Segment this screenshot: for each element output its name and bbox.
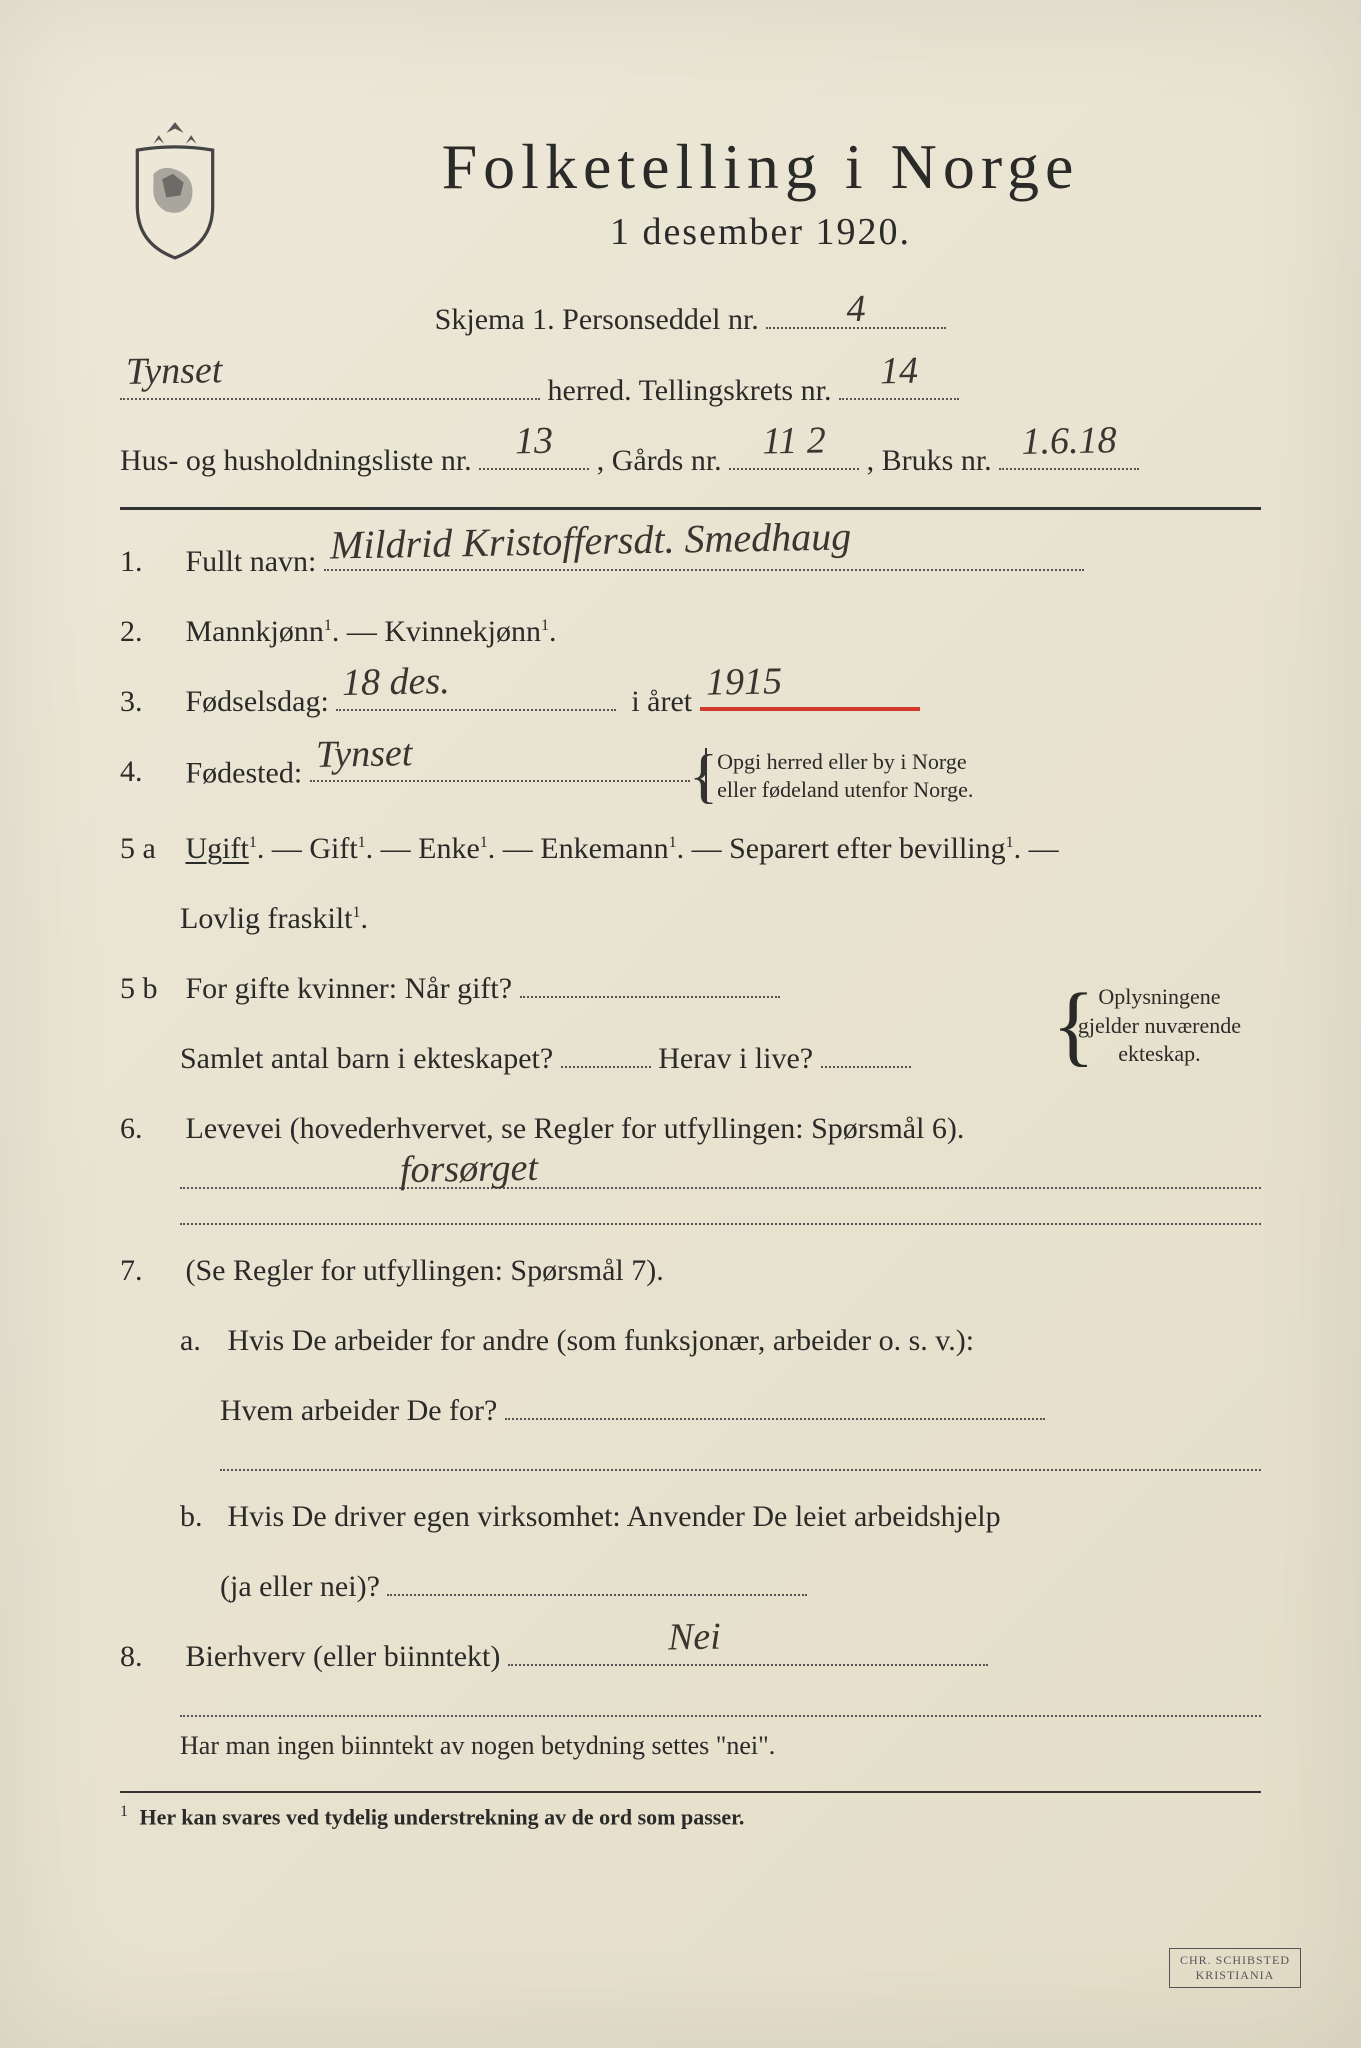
q3-line: 3. Fødselsdag: 18 des. i året 1915 xyxy=(120,678,1261,726)
q7a-fill xyxy=(220,1469,1261,1471)
q6-num: 6. xyxy=(120,1105,178,1153)
q3-day: 18 des. xyxy=(342,651,451,714)
q7a-line1: a. Hvis De arbeider for andre (som funks… xyxy=(120,1317,1261,1365)
red-underline xyxy=(700,707,920,711)
q5a-ugift: Ugift xyxy=(186,832,249,865)
header: Folketelling i Norge 1 desember 1920. xyxy=(120,120,1261,278)
hus-label: Hus- og husholdningsliste nr. xyxy=(120,444,472,477)
q5a-enke: Enke xyxy=(418,832,480,865)
q5b-label3: Herav i live? xyxy=(658,1042,813,1075)
q4-num: 4. xyxy=(120,748,178,796)
q4-value: Tynset xyxy=(315,723,412,785)
q2-line: 2. Mannkjønn1. — Kvinnekjønn1. xyxy=(120,608,1261,656)
q7b-line1: b. Hvis De driver egen virksomhet: Anven… xyxy=(120,1493,1261,1541)
q5a-num: 5 a xyxy=(120,825,178,873)
coat-of-arms-icon xyxy=(120,120,230,260)
q3-num: 3. xyxy=(120,678,178,726)
skjema-label: Skjema 1. Personseddel nr. xyxy=(435,303,759,336)
q5a-separert: Separert efter bevilling xyxy=(729,832,1006,865)
q5a-line2: Lovlig fraskilt1. xyxy=(120,895,1261,943)
gards-nr: 11 2 xyxy=(762,411,827,473)
q7b-text1: Hvis De driver egen virksomhet: Anvender… xyxy=(228,1500,1001,1533)
q7b-line2: (ja eller nei)? xyxy=(120,1563,1261,1611)
q7a-letter: a. xyxy=(180,1317,220,1365)
census-form-page: Folketelling i Norge 1 desember 1920. Sk… xyxy=(0,0,1361,2048)
subtitle: 1 desember 1920. xyxy=(260,210,1261,254)
herred-label: herred. Tellingskrets nr. xyxy=(548,374,832,407)
q5a-gift: Gift xyxy=(309,832,357,865)
title-block: Folketelling i Norge 1 desember 1920. xyxy=(260,120,1261,278)
personseddel-nr-value: 4 xyxy=(846,287,866,331)
q5a-line: 5 a Ugift1. — Gift1. — Enke1. — Enkemann… xyxy=(120,825,1261,873)
q7-num: 7. xyxy=(120,1247,178,1295)
q2-mann: Mannkjønn xyxy=(186,615,324,648)
q8-line: 8. Bierhverv (eller biinntekt) Nei xyxy=(120,1633,1261,1681)
q4-label: Fødested: xyxy=(186,756,303,789)
q2-kvinne: Kvinnekjønn xyxy=(384,615,541,648)
q4-line: 4. Fødested: Tynset Opgi herred eller by… xyxy=(120,748,1261,803)
help-text: Har man ingen biinntekt av nogen betydni… xyxy=(180,1731,1261,1761)
q3-label: Fødselsdag: xyxy=(186,685,329,718)
printer-stamp: CHR. SCHIBSTED KRISTIANIA xyxy=(1169,1948,1301,1988)
footnote-rule xyxy=(120,1791,1261,1793)
q6-value: forsørget xyxy=(400,1146,539,1192)
q8-num: 8. xyxy=(120,1633,178,1681)
hus-line: Hus- og husholdningsliste nr. 13 , Gårds… xyxy=(120,437,1261,485)
q3-year-label: i året xyxy=(631,685,692,718)
q7b-text2: (ja eller nei)? xyxy=(220,1570,380,1603)
q7a-text2: Hvem arbeider De for? xyxy=(220,1394,497,1427)
bruks-nr: 1.6.18 xyxy=(1021,410,1117,472)
q8-label: Bierhverv (eller biinntekt) xyxy=(186,1640,501,1673)
q1-value: Mildrid Kristoffersdt. Smedhaug xyxy=(329,504,851,577)
q6-line: 6. Levevei (hovederhvervet, se Regler fo… xyxy=(120,1105,1261,1153)
footnote-text: Her kan svares ved tydelig understreknin… xyxy=(140,1804,745,1829)
q7a-text1: Hvis De arbeider for andre (som funksjon… xyxy=(228,1324,975,1357)
footnote: 1 Her kan svares ved tydelig understrekn… xyxy=(120,1803,1261,1830)
q5a-fraskilt: Lovlig fraskilt xyxy=(180,902,352,935)
gards-label: , Gårds nr. xyxy=(597,444,722,477)
q8-value: Nei xyxy=(667,1607,721,1669)
q2-num: 2. xyxy=(120,608,178,656)
q7-label: (Se Regler for utfyllingen: Spørsmål 7). xyxy=(186,1254,664,1287)
q6-label: Levevei (hovederhvervet, se Regler for u… xyxy=(186,1112,965,1145)
q1-line: 1. Fullt navn: Mildrid Kristoffersdt. Sm… xyxy=(120,538,1261,586)
q7a-line2: Hvem arbeider De for? xyxy=(120,1387,1261,1435)
q3-year: 1915 xyxy=(705,652,782,714)
q5b-label1: For gifte kvinner: Når gift? xyxy=(186,972,513,1005)
q7-line: 7. (Se Regler for utfyllingen: Spørsmål … xyxy=(120,1247,1261,1295)
q5b-num: 5 b xyxy=(120,965,178,1013)
tellingskrets-nr: 14 xyxy=(879,341,918,402)
q8-fill2 xyxy=(180,1715,1261,1717)
footnote-num: 1 xyxy=(120,1803,128,1820)
q6-fill2 xyxy=(180,1223,1261,1225)
q7b-letter: b. xyxy=(180,1493,220,1541)
q5b-label2: Samlet antal barn i ekteskapet? xyxy=(180,1042,553,1075)
q5a-enkemann: Enkemann xyxy=(540,832,668,865)
herred-line: Tynset herred. Tellingskrets nr. 14 xyxy=(120,367,1261,415)
q1-num: 1. xyxy=(120,538,178,586)
main-title: Folketelling i Norge xyxy=(260,130,1261,204)
herred-value: Tynset xyxy=(125,340,222,402)
q5b-brace: Oplysningene gjelder nuværende ekteskap. xyxy=(1078,983,1241,1069)
q6-fill: forsørget xyxy=(180,1187,1261,1189)
skjema-line: Skjema 1. Personseddel nr. 4 xyxy=(120,296,1261,337)
hus-nr: 13 xyxy=(515,411,554,472)
q4-brace-note: Opgi herred eller by i Norge eller fødel… xyxy=(705,748,973,803)
q1-label: Fullt navn: xyxy=(186,545,317,578)
bruks-label: , Bruks nr. xyxy=(867,444,992,477)
q5b-block: 5 b For gifte kvinner: Når gift? Samlet … xyxy=(120,965,1261,1083)
